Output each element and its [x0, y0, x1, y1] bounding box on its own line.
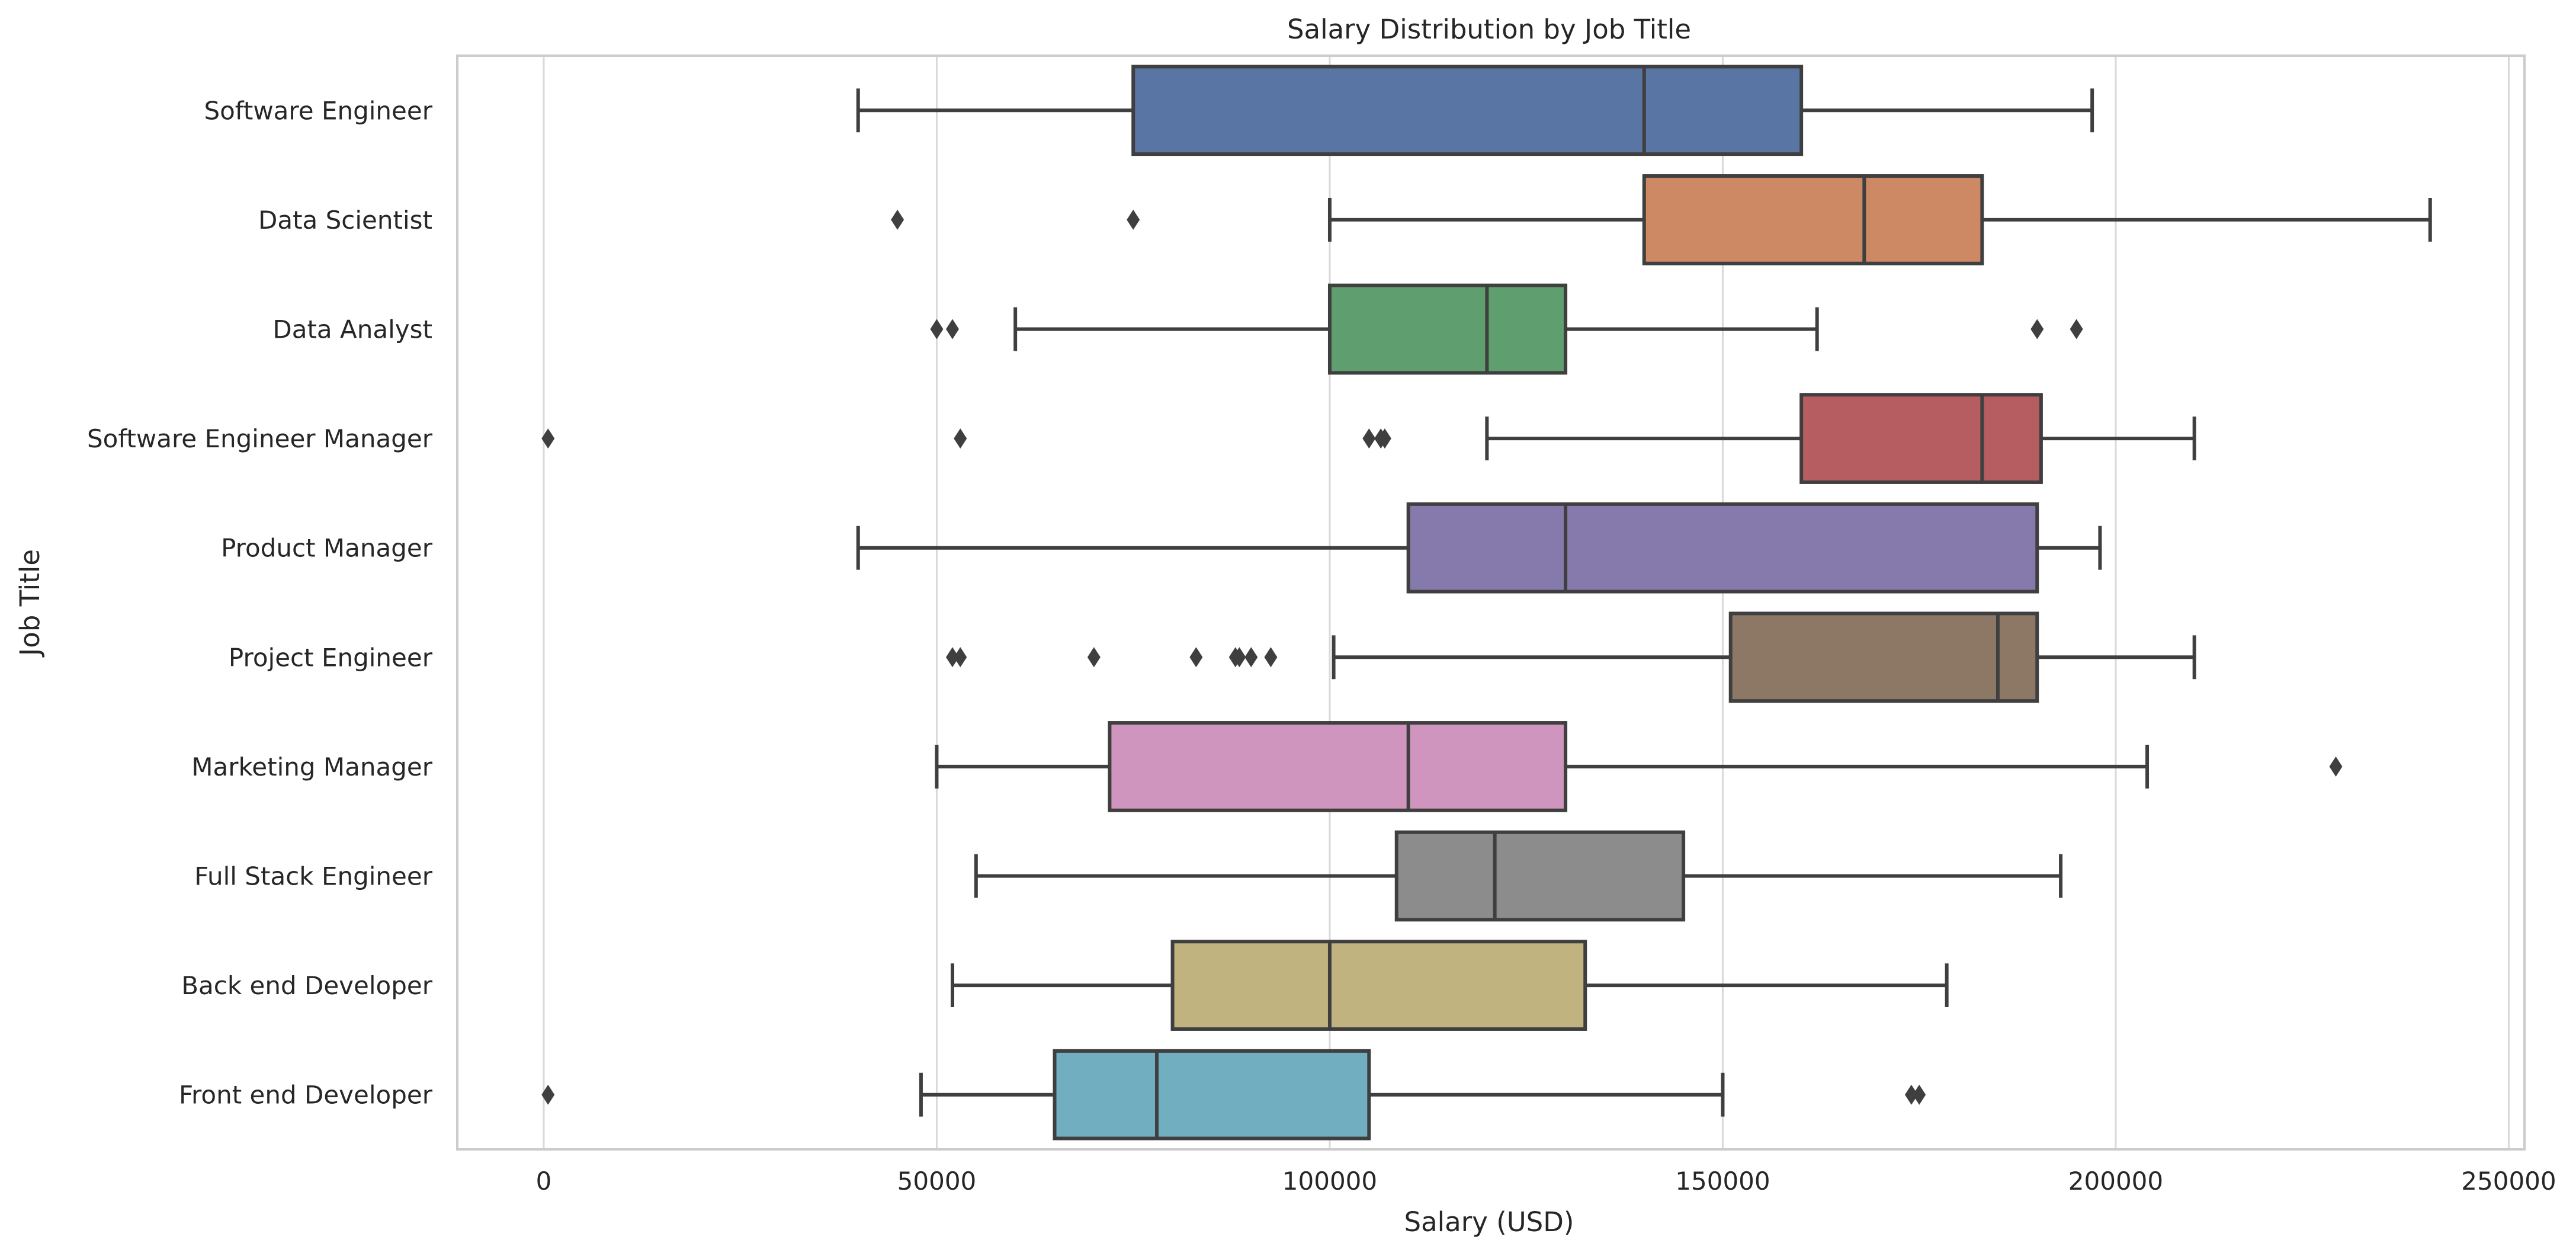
box-group [891, 174, 2432, 265]
outlier-point [2329, 756, 2343, 777]
box [1394, 830, 1686, 922]
x-tick-label: 50000 [897, 1167, 977, 1196]
y-tick-label: Software Engineer Manager [87, 424, 433, 453]
y-tick-label: Back end Developer [181, 971, 433, 1000]
outlier-point [1087, 647, 1101, 668]
y-tick-label: Software Engineer [204, 96, 432, 125]
box-group [856, 65, 2094, 156]
box-group [951, 940, 1949, 1031]
outlier-point [1233, 647, 1246, 668]
outlier-point [1189, 647, 1203, 668]
y-tick-label: Front end Developer [179, 1081, 433, 1110]
y-tick-label: Marketing Manager [191, 752, 433, 781]
outlier-point [1264, 647, 1278, 668]
outlier-point [946, 319, 960, 339]
box [1170, 940, 1587, 1031]
box [1799, 393, 2043, 484]
outlier-point [930, 319, 944, 339]
x-tick-label: 200000 [2068, 1167, 2163, 1196]
box-group [856, 502, 2102, 594]
box [1406, 502, 2039, 594]
outlier-point [1362, 428, 1376, 449]
outlier-point [954, 428, 967, 449]
box [1327, 283, 1568, 375]
outlier-point [541, 428, 555, 449]
box [1642, 174, 1984, 265]
box [1108, 721, 1568, 812]
box-layer [541, 65, 2432, 1141]
box [1131, 65, 1804, 156]
x-axis-label: Salary (USD) [1404, 1206, 1574, 1238]
outlier-point [2030, 319, 2044, 339]
outlier-point [2070, 319, 2083, 339]
box-group [541, 393, 2196, 484]
box-group [974, 830, 2063, 922]
outlier-point [1913, 1084, 1926, 1105]
x-tick-label: 0 [536, 1167, 552, 1196]
outlier-point [954, 647, 967, 668]
y-tick-labels: Software Engineer Data Scientist Data Anal… [87, 96, 433, 1109]
y-tick-label: Data Analyst [272, 315, 432, 344]
y-tick-label: Data Scientist [258, 206, 432, 235]
outlier-point [1127, 209, 1140, 230]
x-tick-label: 100000 [1282, 1167, 1377, 1196]
y-tick-label: Product Manager [221, 534, 433, 563]
outlier-point [1378, 428, 1391, 449]
x-tick-labels: 0 50000 100000 150000 200000 250000 [536, 1167, 2556, 1196]
y-tick-label: Full Stack Engineer [194, 862, 433, 891]
outlier-point [891, 209, 904, 230]
outlier-point [946, 647, 960, 668]
y-tick-label: Project Engineer [229, 643, 433, 672]
box [1053, 1049, 1371, 1141]
box [1728, 611, 2039, 703]
x-tick-label: 150000 [1675, 1167, 1770, 1196]
outlier-point [1244, 647, 1258, 668]
box-group [541, 1049, 1926, 1141]
plot-frame [456, 55, 2526, 1151]
chart-title: Salary Distribution by Job Title [1287, 14, 1691, 45]
box-group [930, 283, 2083, 375]
outlier-point [1904, 1084, 1918, 1105]
box-group [935, 721, 2343, 812]
box-group [946, 611, 2196, 703]
y-axis-label: Job Title [14, 549, 46, 658]
x-tick-label: 250000 [2461, 1167, 2556, 1196]
outlier-point [541, 1084, 555, 1105]
